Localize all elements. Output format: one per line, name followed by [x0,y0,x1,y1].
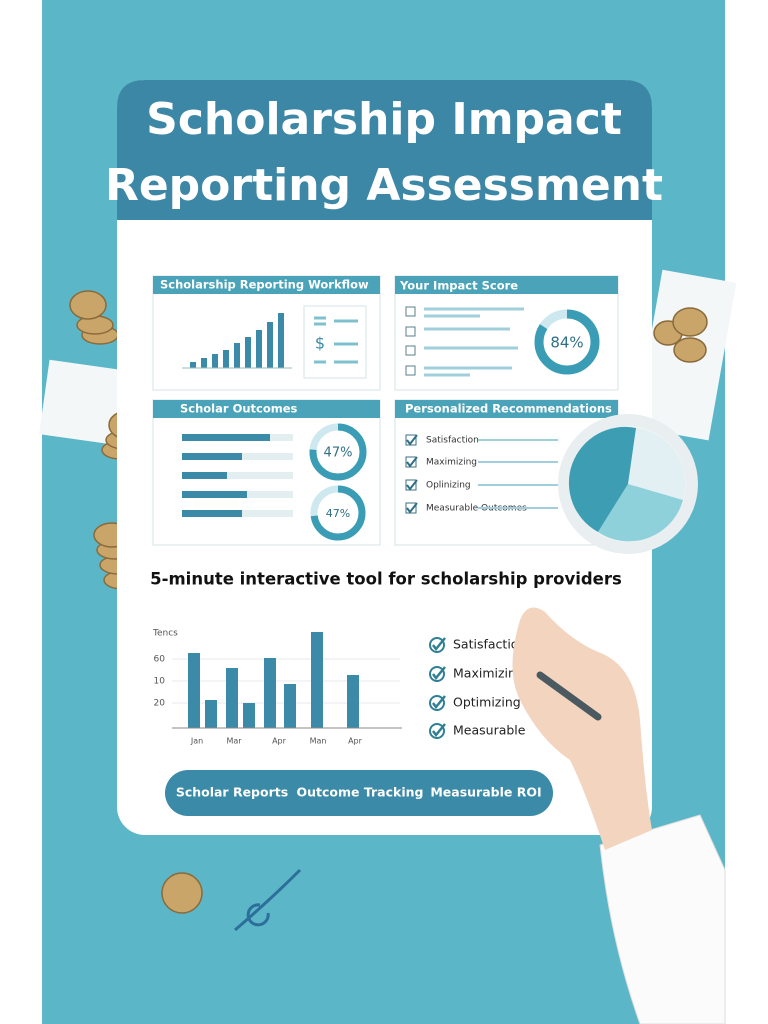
pie-slice [598,484,683,542]
recommendation: Satisfaction [426,436,479,446]
pie-slice [568,426,636,532]
y-label: 60 [154,655,166,665]
panel-title: Your Impact Score [399,279,518,293]
check-circle [429,723,445,739]
checkbox [405,502,417,514]
checkbox [405,434,417,446]
panel-title-bars [153,276,618,418]
x-label: Man [310,737,327,746]
check-circle [429,637,445,653]
chart-bars [188,632,359,728]
y-title: Tencs [152,629,178,639]
panel-title: Scholar Outcomes [180,402,298,416]
tagline: 5-minute interactive tool for scholarshi… [150,570,622,589]
progress-bars [182,434,270,517]
x-label: Jan [190,737,203,746]
recommendation: Maximizing [426,458,477,468]
dollar-icon: $ [315,334,325,353]
placeholder-lines [424,307,524,377]
button-bar [165,770,553,816]
recommendation: Measurable Outcomes [426,504,527,514]
button-label: Measurable ROI [430,785,541,800]
score-value: 84% [550,334,583,352]
doodle [234,868,302,932]
x-label: Apr [348,737,363,746]
checkmark [406,479,418,491]
checkbox [405,456,417,468]
score-ring [534,309,600,375]
y-label: 20 [154,699,166,709]
check-circle [429,695,445,711]
y-label: 10 [154,677,166,687]
checkmark [406,434,418,446]
checkmark [432,666,446,681]
buttons: Scholar Reports Outcome Tracking Measurabl… [176,785,542,800]
check-item: Maximizing [453,666,524,681]
outcome-rings [309,423,367,541]
x-label: Apr [272,737,287,746]
button-label: Outcome Tracking [297,785,424,800]
ring-value: 47% [324,446,353,461]
checkmark [406,456,418,468]
check-item: Satisfaction [453,637,526,652]
checkmark [406,502,418,514]
recommendation: Oplinizing [426,481,471,491]
x-labels: Jan Mar Apr Man Apr [190,737,363,746]
pie-slice [628,428,686,500]
hand [512,607,652,850]
checkbox [405,479,417,491]
button-label: Scholar Reports [176,785,288,800]
check-item: Measurable [453,723,526,738]
checkmark [432,637,446,652]
panel-title: Personalized Recommendations [405,402,612,416]
checklist: Satisfaction Maximizing Optimizing Measurab… [429,637,526,739]
checkboxes [405,306,416,376]
check-item: Optimizing [453,695,521,710]
paper [39,359,129,446]
mini-lines [314,316,358,364]
checkmark [432,695,446,710]
recommendations: Satisfaction Maximizing Oplinizing Measurab… [405,434,558,514]
check-circle [429,666,445,682]
title: Reporting Assessment [105,160,663,211]
mini-bars [190,313,284,368]
x-label: Mar [226,737,242,746]
pen [536,671,602,721]
mini-panel [303,305,367,379]
sleeve [599,814,726,1024]
panel-title: Scholarship Reporting Workflow [160,278,369,292]
header-band [117,80,652,220]
checkmark [432,723,446,738]
title: Scholarship Impact [146,94,622,145]
ring-value: 47% [326,507,350,520]
